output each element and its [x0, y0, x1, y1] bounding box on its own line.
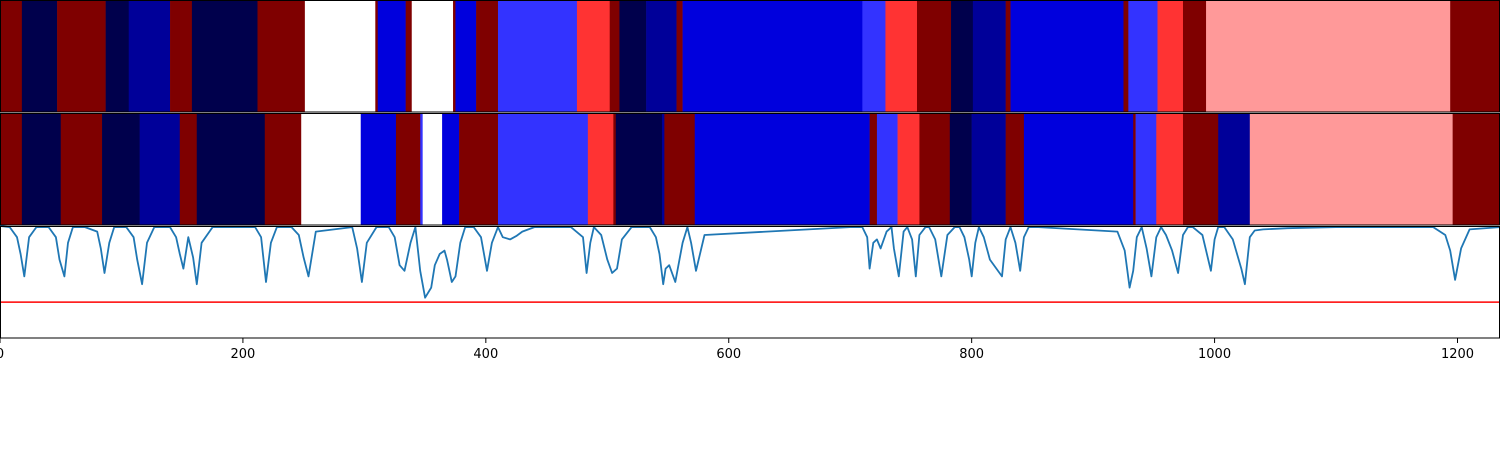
segment-row1-3: [105, 0, 130, 112]
segment-row1-24: [885, 0, 918, 112]
segment-row1-32: [1157, 0, 1184, 112]
segment-row2-30: [1133, 113, 1136, 225]
segment-row1-4: [128, 0, 171, 112]
segment-row2-18: [615, 113, 663, 225]
x-tick-label-0: 0: [0, 347, 4, 362]
segment-row1-7: [257, 0, 306, 112]
segment-row1-26: [951, 0, 974, 112]
segment-row2-34: [1218, 113, 1251, 225]
segment-row2-1: [21, 113, 62, 225]
segment-row1-23: [862, 0, 886, 112]
segment-row1-15: [476, 0, 499, 112]
segment-row2-26: [949, 113, 972, 225]
segment-row2-29: [1023, 113, 1134, 225]
segment-row2-33: [1182, 113, 1219, 225]
segment-row2-10: [395, 113, 421, 225]
segment-row2-2: [60, 113, 103, 225]
segment-row2-20: [664, 113, 696, 225]
segment-row1-10: [377, 0, 406, 112]
segment-row1-1: [21, 0, 58, 112]
segment-row1-2: [57, 0, 106, 112]
x-tick-label-800: 800: [959, 347, 984, 362]
segment-row2-0: [0, 113, 23, 225]
segment-row1-30: [1123, 0, 1129, 112]
segment-row1-35: [1450, 0, 1500, 112]
segment-row2-19: [661, 113, 665, 225]
segment-row2-32: [1156, 113, 1184, 225]
segment-row2-12: [422, 113, 443, 225]
segment-row2-27: [971, 113, 1006, 225]
segment-row2-16: [587, 113, 614, 225]
segment-row2-8: [301, 113, 362, 225]
segment-row2-21: [694, 113, 870, 225]
segment-row2-17: [613, 113, 617, 225]
x-tick-label-400: 400: [473, 347, 498, 362]
segment-row2-3: [102, 113, 140, 225]
segment-row1-17: [576, 0, 611, 112]
segment-row1-34: [1206, 0, 1451, 112]
segment-row1-11: [405, 0, 413, 112]
x-tick-label-200: 200: [231, 347, 256, 362]
segment-row1-31: [1128, 0, 1158, 112]
x-tick-label-600: 600: [716, 347, 741, 362]
segment-row1-12: [411, 0, 454, 112]
segment-row1-29: [1010, 0, 1124, 112]
segment-row2-5: [179, 113, 198, 225]
segment-row2-24: [897, 113, 920, 225]
segment-row1-18: [609, 0, 620, 112]
segment-row1-13: [453, 0, 456, 112]
segment-row2-35: [1249, 113, 1453, 225]
x-tick-label-1000: 1000: [1198, 347, 1231, 362]
segment-row2-14: [459, 113, 499, 225]
segment-row1-28: [1005, 0, 1011, 112]
segment-row2-15: [497, 113, 589, 225]
segment-row2-23: [876, 113, 898, 225]
segment-row2-7: [264, 113, 302, 225]
segment-row1-5: [170, 0, 193, 112]
segment-row1-9: [375, 0, 379, 112]
segment-row2-11: [420, 113, 423, 225]
segment-row1-16: [497, 0, 578, 112]
segment-row2-25: [919, 113, 951, 225]
segment-row1-22: [682, 0, 863, 112]
segment-row1-25: [917, 0, 952, 112]
segment-row2-22: [869, 113, 878, 225]
segment-row1-6: [191, 0, 258, 112]
segment-row2-13: [442, 113, 460, 225]
x-tick-label-1200: 1200: [1441, 347, 1474, 362]
segment-row2-36: [1452, 113, 1500, 225]
panel-frame-3: [0, 226, 1500, 339]
segment-row1-0: [0, 0, 23, 112]
segment-row2-28: [1005, 113, 1025, 225]
segment-row1-33: [1182, 0, 1207, 112]
signal-panel: [0, 225, 1500, 303]
segment-row2-31: [1135, 113, 1157, 225]
segment-row-1: [0, 0, 1500, 112]
segment-row1-20: [646, 0, 677, 112]
x-axis: 0 200 400 600 800 1000 1200: [0, 338, 1474, 362]
segment-row1-19: [619, 0, 647, 112]
segment-row-2: [0, 113, 1500, 225]
segment-row2-4: [139, 113, 181, 225]
segment-row1-8: [304, 0, 376, 112]
segment-row1-21: [676, 0, 683, 112]
segment-row2-6: [196, 113, 266, 225]
segment-row2-9: [360, 113, 397, 225]
segment-row1-27: [972, 0, 1006, 112]
segment-row1-14: [455, 0, 477, 112]
signal-line: [0, 225, 1500, 299]
